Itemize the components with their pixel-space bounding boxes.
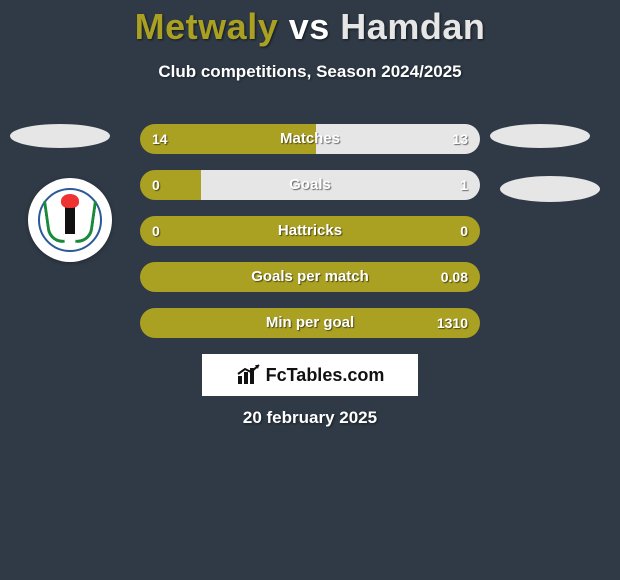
stat-label: Min per goal: [140, 308, 480, 338]
player1-name: Metwaly: [135, 6, 279, 47]
stat-value-left: 14: [152, 124, 168, 154]
page-title: Metwaly vs Hamdan: [0, 0, 620, 48]
club-badge-icon: [38, 188, 102, 252]
brand-chart-icon: [236, 364, 262, 386]
stat-value-right: 1310: [437, 308, 468, 338]
stat-value-right: 0: [460, 216, 468, 246]
player2-club-placeholder: [500, 176, 600, 202]
stats-panel: Matches1413Goals01Hattricks00Goals per m…: [140, 124, 480, 354]
stat-row: Goals per match0.08: [140, 262, 480, 292]
stat-value-right: 1: [460, 170, 468, 200]
vs-word: vs: [289, 6, 330, 47]
stat-row: Matches14 13: [140, 124, 480, 154]
comparison-infographic: Metwaly vs Hamdan Club competitions, Sea…: [0, 0, 620, 580]
stat-value-right: 0.08: [441, 262, 468, 292]
player1-avatar-placeholder: [10, 124, 110, 148]
player2-name: Hamdan: [340, 6, 485, 47]
stat-row: Min per goal1310: [140, 308, 480, 338]
date-text: 20 february 2025: [0, 408, 620, 428]
subtitle: Club competitions, Season 2024/2025: [0, 62, 620, 82]
stat-label: Hattricks: [140, 216, 480, 246]
stat-value-left: 0: [152, 170, 160, 200]
player2-avatar-placeholder: [490, 124, 590, 148]
stat-label: Goals per match: [140, 262, 480, 292]
player1-club-badge: [28, 178, 112, 262]
stat-value-right: 13: [452, 124, 468, 154]
brand-box: FcTables.com: [202, 354, 418, 396]
stat-row: Goals0 1: [140, 170, 480, 200]
stat-label: Matches: [140, 124, 480, 154]
stat-value-left: 0: [152, 216, 160, 246]
torch-icon: [65, 206, 75, 234]
brand-text: FcTables.com: [266, 365, 385, 386]
stat-label: Goals: [140, 170, 480, 200]
stat-row: Hattricks0 0: [140, 216, 480, 246]
